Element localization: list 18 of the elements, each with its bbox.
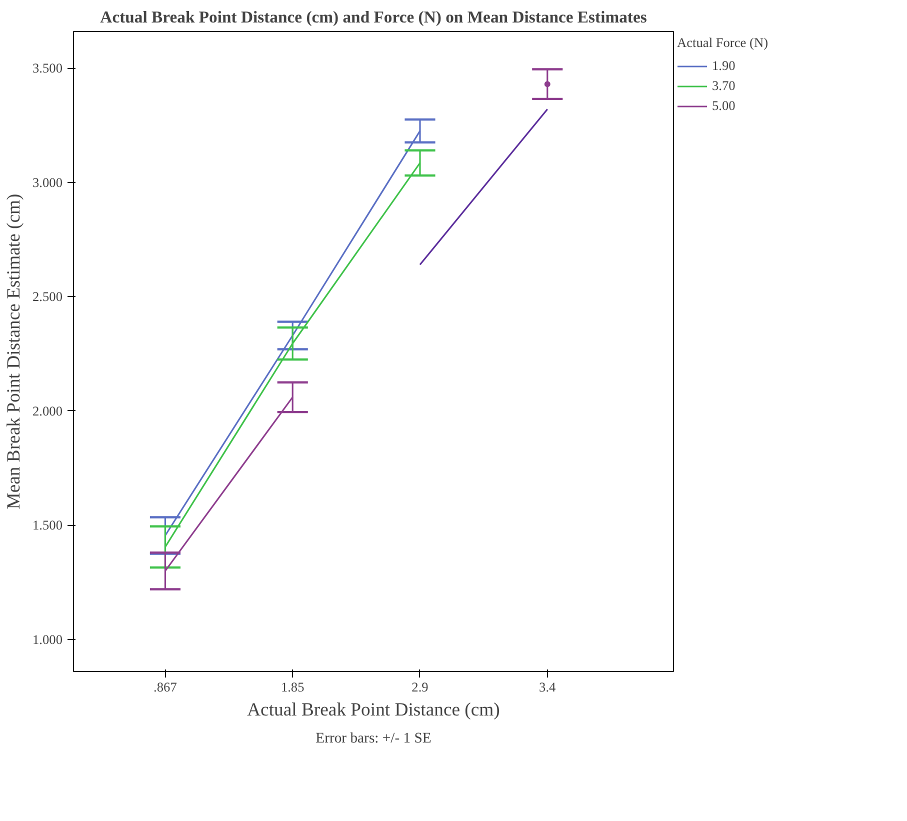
y-tick-label: 3.000	[32, 174, 63, 190]
y-tick-label: 3.500	[32, 60, 63, 76]
y-tick-label: 2.000	[32, 403, 63, 418]
chart-title: Actual Break Point Distance (cm) and Force (N) on Mean Distance Estimates	[100, 8, 648, 26]
y-tick-label: 2.500	[32, 289, 63, 304]
text: Error bars: +/- 1 SE	[316, 730, 432, 746]
x-tick-label: .867	[154, 680, 178, 694]
y-tick-label: 1.000	[32, 632, 63, 647]
legend-label: 5.00	[712, 98, 736, 114]
x-tick-label: 1.85	[280, 680, 305, 694]
y-axis-title: Mean Break Point Distance Estimate (cm)	[4, 194, 25, 510]
x-tick-label: 2.9	[412, 680, 429, 694]
x-axis-title: Actual Break Point Distance (cm)	[247, 700, 500, 720]
legend-label: 1.90	[712, 58, 736, 74]
legend-label: 3.70	[712, 78, 736, 94]
x-tick-label: 3.4	[539, 680, 556, 694]
legend-title: Actual Force (N)	[677, 35, 768, 51]
y-tick-label: 1.500	[32, 518, 63, 533]
